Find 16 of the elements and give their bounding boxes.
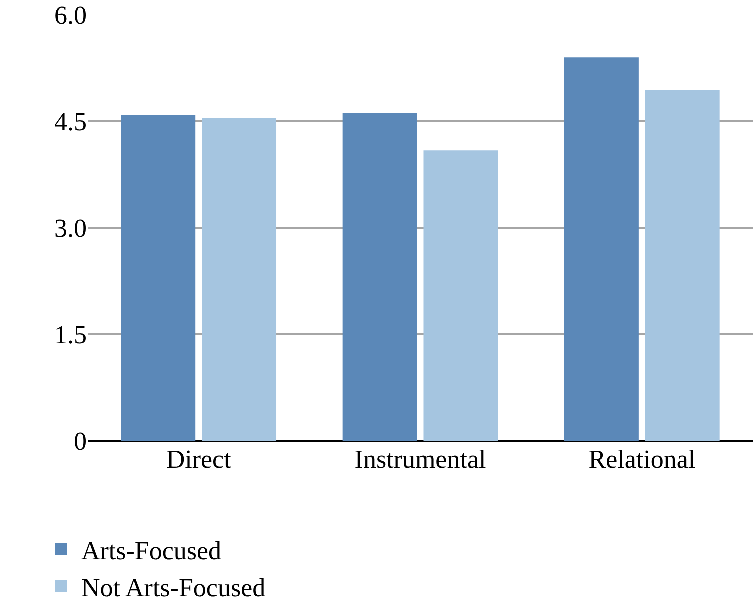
legend-label: Arts-Focused	[81, 536, 222, 566]
bar	[202, 118, 277, 441]
y-tick-label: 4.5	[54, 108, 87, 137]
y-tick-label: 6.0	[54, 1, 87, 30]
legend-label: Not Arts-Focused	[81, 573, 266, 602]
bar	[342, 112, 418, 441]
y-tick-label: 0	[74, 427, 87, 456]
bar	[564, 58, 639, 441]
x-tick-label: Direct	[166, 445, 232, 474]
y-tick-label: 1.5	[54, 320, 87, 350]
bar	[424, 150, 498, 441]
bar	[121, 115, 196, 441]
x-tick-label: Instrumental	[354, 445, 486, 474]
bar	[645, 90, 720, 441]
x-tick-label: Relational	[588, 445, 696, 474]
y-tick-label: 3.0	[54, 214, 87, 244]
